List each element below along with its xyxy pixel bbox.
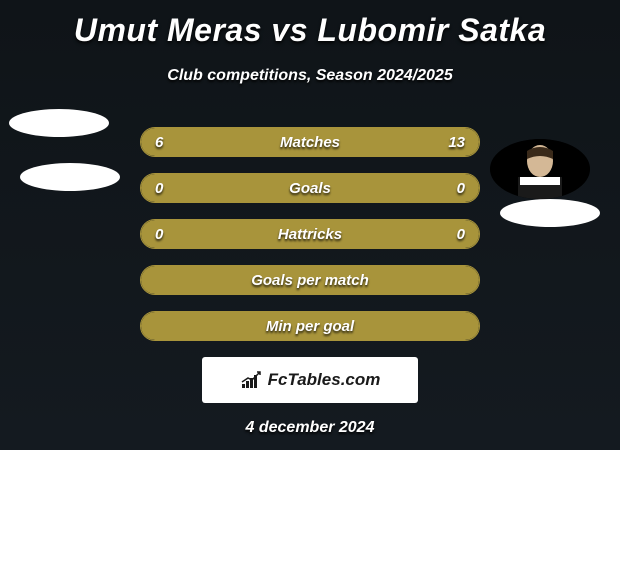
stat-row: 6 Matches 13 (140, 127, 480, 157)
date-text: 4 december 2024 (0, 419, 620, 437)
stat-value-right: 13 (448, 134, 465, 151)
stat-label: Hattricks (278, 226, 342, 243)
stat-rows: 6 Matches 13 0 Goals 0 0 Hattricks 0 Goals per ma… (140, 127, 480, 341)
player-right-bubble (500, 199, 600, 227)
stats-area: 6 Matches 13 0 Goals 0 0 Hattricks 0 Goals per ma… (0, 127, 620, 341)
subtitle: Club competitions, Season 2024/2025 (0, 67, 620, 85)
stat-row: Goals per match (140, 265, 480, 295)
player-right-avatar (490, 139, 590, 199)
stat-label: Goals (289, 180, 331, 197)
logo-text: FcTables.com (268, 370, 381, 390)
stat-value-left: 6 (155, 134, 163, 151)
stat-value-left: 0 (155, 226, 163, 243)
stat-row: Min per goal (140, 311, 480, 341)
stat-label: Matches (280, 134, 340, 151)
stat-value-left: 0 (155, 180, 163, 197)
player-left-bubble-1 (9, 109, 109, 137)
stat-row: 0 Hattricks 0 (140, 219, 480, 249)
stat-label: Goals per match (251, 272, 369, 289)
page-title: Umut Meras vs Lubomir Satka (0, 12, 620, 49)
comparison-card: Umut Meras vs Lubomir Satka Club competi… (0, 0, 620, 450)
player-left-bubble-2 (20, 163, 120, 191)
logo-box: FcTables.com (202, 357, 418, 403)
stat-value-right: 0 (457, 180, 465, 197)
chart-icon (240, 370, 264, 390)
avatar-icon (490, 139, 590, 199)
stat-row: 0 Goals 0 (140, 173, 480, 203)
stat-label: Min per goal (266, 318, 354, 335)
stat-value-right: 0 (457, 226, 465, 243)
